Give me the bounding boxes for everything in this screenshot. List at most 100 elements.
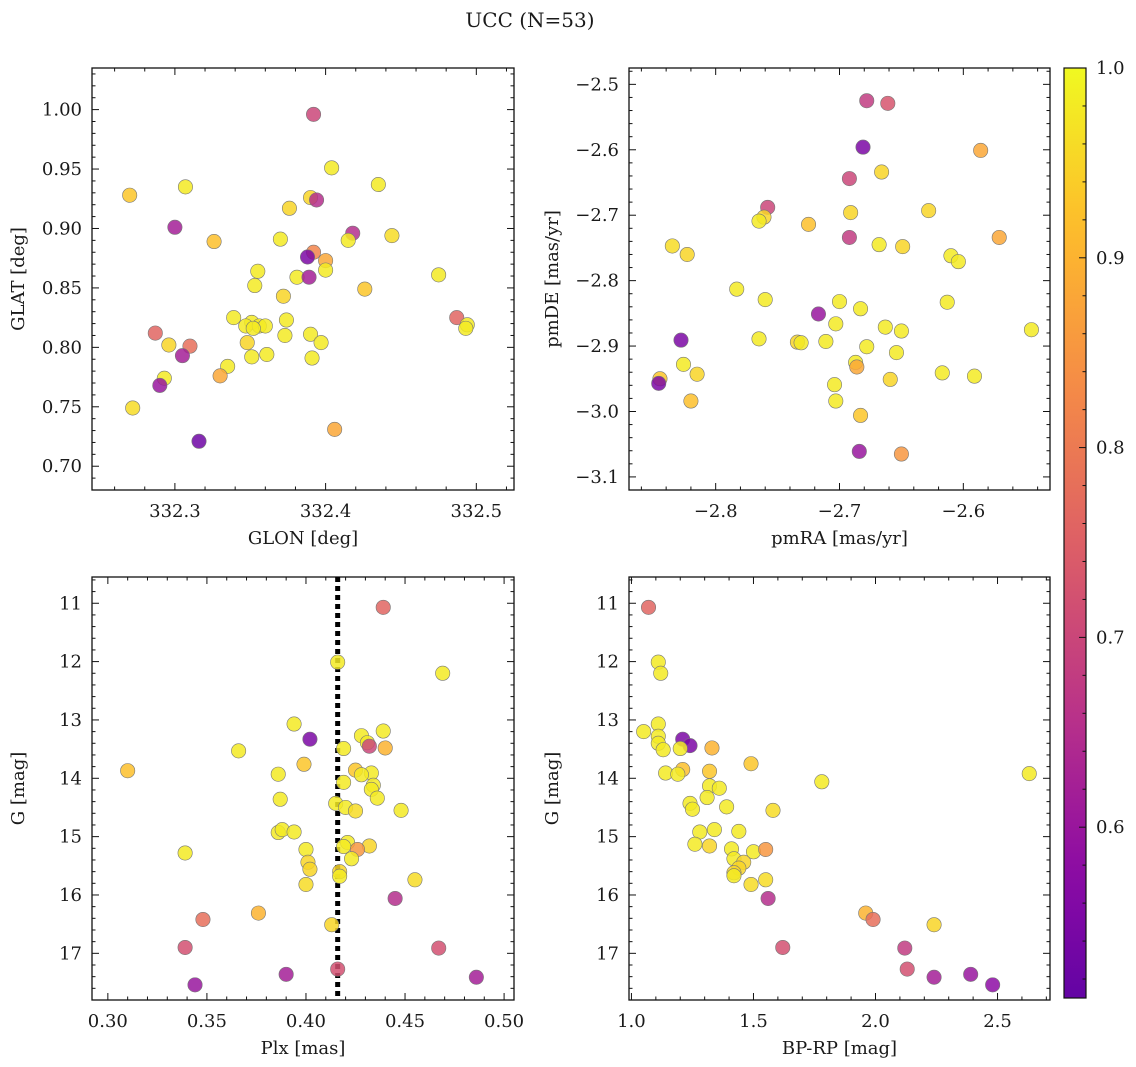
data-point <box>120 763 136 779</box>
data-point <box>655 742 671 758</box>
data-point <box>272 231 288 247</box>
y-tick-label: −3.0 <box>575 401 619 422</box>
data-point <box>125 400 141 416</box>
y-tick-label: 0.70 <box>42 456 82 477</box>
data-point <box>122 187 138 203</box>
data-point <box>757 292 773 308</box>
x-axis-label: pmRA [mas/yr] <box>771 528 908 549</box>
data-point <box>926 969 942 985</box>
y-tick-label: −2.8 <box>575 271 619 292</box>
scatter-panel-2: −2.8 −2.7 −2.6 −3.1 −3.0 −2.9 −2.8 −2.7 −2.6 −2.5… <box>542 67 1051 549</box>
data-point <box>306 106 322 122</box>
data-point <box>212 368 228 384</box>
data-point <box>177 845 193 861</box>
data-point <box>810 306 826 322</box>
y-tick-label: −2.9 <box>575 336 619 357</box>
y-tick-label: 0.85 <box>42 278 82 299</box>
data-point <box>966 368 982 384</box>
data-point <box>888 345 904 361</box>
y-tick-label: 11 <box>59 593 82 614</box>
data-point <box>336 774 352 790</box>
data-point <box>431 940 447 956</box>
data-point <box>827 377 843 393</box>
data-point <box>893 446 909 462</box>
data-point <box>353 767 369 783</box>
data-point <box>357 281 373 297</box>
x-tick-label: 332.4 <box>300 501 352 522</box>
data-point <box>689 366 705 382</box>
x-tick-label: 2.5 <box>983 1011 1012 1032</box>
axes-frame <box>91 576 515 1001</box>
data-point <box>250 905 266 921</box>
y-tick-label: 13 <box>59 710 82 731</box>
data-point <box>758 872 774 888</box>
x-tick-label: 2.0 <box>861 1011 890 1032</box>
data-point <box>706 822 722 838</box>
y-tick-label: 14 <box>59 768 82 789</box>
y-tick-label: 0.95 <box>42 159 82 180</box>
data-point <box>468 969 484 985</box>
data-point <box>244 349 260 365</box>
x-tick-label: 1.5 <box>739 1011 768 1032</box>
data-point <box>831 294 847 310</box>
data-point <box>985 977 1001 993</box>
data-point <box>361 738 377 754</box>
data-point <box>247 278 263 294</box>
x-tick-label: 0.45 <box>385 1011 425 1032</box>
y-tick-label: −2.6 <box>575 140 619 161</box>
data-point <box>899 961 915 977</box>
data-point <box>296 756 312 772</box>
data-point <box>458 320 474 336</box>
y-tick-label: 16 <box>596 885 619 906</box>
y-tick-label: 1.00 <box>42 100 82 121</box>
data-point <box>272 791 288 807</box>
data-point <box>729 281 745 297</box>
axes-frame <box>628 67 1051 491</box>
data-point <box>793 335 809 351</box>
data-point <box>711 780 727 796</box>
data-point <box>893 323 909 339</box>
y-tick-label: −2.7 <box>575 205 619 226</box>
data-point <box>672 741 688 757</box>
data-point <box>161 337 177 353</box>
data-point <box>855 139 871 155</box>
data-point <box>298 841 314 857</box>
y-axis-label: GLAT [deg] <box>8 227 29 331</box>
data-point <box>239 335 255 351</box>
x-tick-label: −2.6 <box>941 501 985 522</box>
data-point <box>435 665 451 681</box>
data-point <box>336 741 352 757</box>
y-tick-label: 0.90 <box>42 218 82 239</box>
data-point <box>801 216 817 232</box>
data-point <box>313 335 329 351</box>
data-point <box>973 142 989 158</box>
data-point <box>874 164 890 180</box>
y-tick-label: 0.80 <box>42 337 82 358</box>
y-tick-label: 11 <box>596 593 619 614</box>
y-tick-label: 14 <box>596 768 619 789</box>
data-point <box>641 599 657 615</box>
data-point <box>636 724 652 740</box>
data-point <box>275 288 291 304</box>
data-point <box>683 393 699 409</box>
data-point <box>687 836 703 852</box>
data-point <box>849 359 865 375</box>
data-point <box>340 232 356 248</box>
data-point <box>167 219 183 235</box>
data-point <box>775 939 791 955</box>
data-point <box>841 171 857 187</box>
data-point <box>851 443 867 459</box>
data-point <box>684 801 700 817</box>
data-point <box>939 294 955 310</box>
data-point <box>324 160 340 176</box>
data-point <box>702 763 718 779</box>
data-point <box>407 872 423 888</box>
colorbar: 0.6 0.7 0.8 0.9 1.0 <box>1063 58 1125 999</box>
y-tick-label: 13 <box>596 710 619 731</box>
data-point <box>950 254 966 270</box>
data-point <box>664 238 680 254</box>
data-point <box>673 332 689 348</box>
data-point <box>375 599 391 615</box>
data-point <box>348 803 364 819</box>
